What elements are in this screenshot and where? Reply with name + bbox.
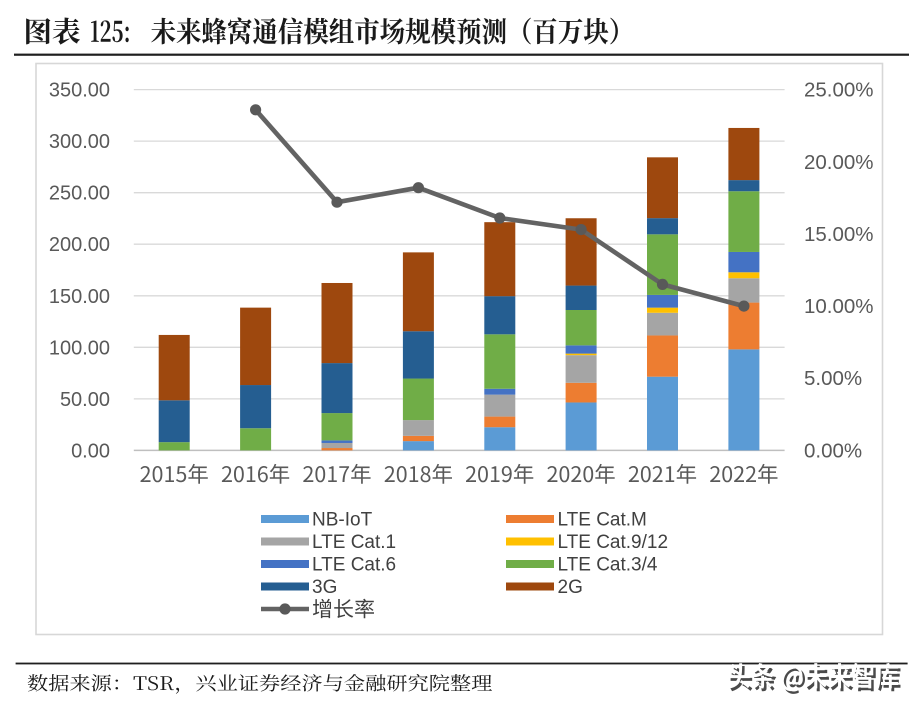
svg-text:25.00%: 25.00% (804, 79, 874, 102)
svg-text:15.00%: 15.00% (804, 223, 874, 246)
svg-text:5.00%: 5.00% (804, 367, 862, 390)
svg-text:100.00: 100.00 (49, 337, 110, 359)
svg-text:250.00: 250.00 (49, 183, 110, 205)
svg-text:150.00: 150.00 (49, 286, 110, 308)
svg-text:NB-IoT: NB-IoT (312, 510, 373, 531)
svg-text:LTE Cat.1: LTE Cat.1 (312, 532, 396, 553)
svg-text:3G: 3G (312, 577, 337, 598)
svg-text:LTE Cat.3/4: LTE Cat.3/4 (558, 555, 658, 576)
svg-text:LTE Cat.6: LTE Cat.6 (312, 555, 396, 576)
svg-text:200.00: 200.00 (49, 234, 110, 256)
svg-text:0.00: 0.00 (71, 440, 110, 462)
svg-text:0.00%: 0.00% (804, 439, 862, 462)
svg-text:LTE Cat.M: LTE Cat.M (558, 510, 647, 531)
svg-text:LTE Cat.9/12: LTE Cat.9/12 (558, 532, 669, 553)
svg-text:50.00: 50.00 (60, 389, 110, 411)
svg-text:2G: 2G (558, 577, 583, 598)
svg-text:20.00%: 20.00% (804, 151, 874, 174)
svg-text:350.00: 350.00 (49, 80, 110, 102)
svg-text:300.00: 300.00 (49, 131, 110, 153)
svg-text:10.00%: 10.00% (804, 295, 874, 318)
